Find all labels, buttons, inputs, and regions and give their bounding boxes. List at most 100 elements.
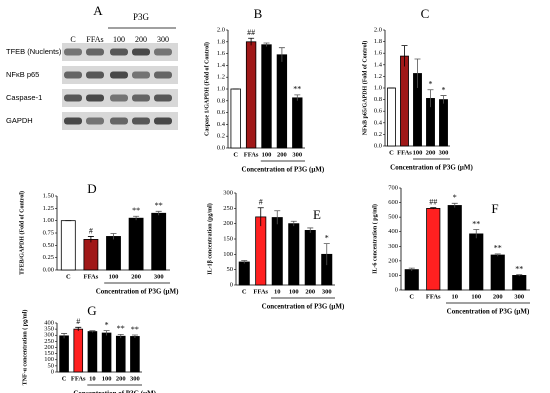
y-tick-label: 0.0 [217,144,225,151]
bar [276,54,288,149]
y-tick-label: 0 [230,281,233,288]
panel-letter: C [421,6,430,21]
x-tick-label: 100 [109,273,119,280]
error-bar [110,233,117,240]
y-tick-label: 1.6 [217,50,226,57]
panel-letter: E [313,207,321,222]
x-tick-label: 300 [130,375,140,382]
error-bar [61,333,68,339]
y-tick-label: 0.25 [43,254,54,261]
panel-letter: G [87,303,96,318]
row-label: TFEB (Nuclents) [6,47,62,56]
annotation: ## [247,28,255,37]
y-tick-label: 250 [223,205,233,212]
bar [387,87,396,147]
bar [426,207,441,291]
bar [130,336,140,373]
x-tick-label: 300 [439,149,449,156]
error-bar [155,210,162,216]
blot-band [154,117,172,125]
y-tick-label: 0.8 [217,97,225,104]
error-bar [103,330,110,336]
x-tick-label: C [242,288,247,295]
annotation: ** [132,206,140,215]
annotation: # [89,226,93,235]
x-tick-label: FFAs [253,288,268,295]
x-tick-label: 100 [471,293,481,300]
y-tick-label: 0.0 [374,142,382,149]
blot-band [132,71,150,79]
y-tick-label: 100 [44,356,54,363]
y-tick-label: 0.2 [374,131,382,138]
y-tick-label: 100 [388,272,398,279]
y-tick-label: 200 [223,220,233,227]
x-tick-label: 100 [262,151,272,158]
y-tick-label: 300 [223,189,233,196]
blot-band [64,71,82,79]
y-tick-label: 1.00 [43,217,54,224]
x-tick-label: C [233,151,238,158]
annotation: * [105,320,109,329]
y-tick-label: 0.6 [374,108,383,115]
x-axis-label: Concentration of P3G (μM) [96,288,179,296]
x-tick-label: C [409,293,414,300]
blot-band [132,48,150,56]
y-tick-label: 2.0 [217,26,225,33]
annotation: * [442,85,446,94]
bar [292,97,303,149]
annotation: ** [131,325,139,334]
y-tick-label: 600 [388,199,398,206]
bar [151,212,167,271]
error-bar [117,333,124,339]
bar [490,254,505,291]
x-tick-label: FFAs [84,273,99,280]
bar [115,335,126,373]
x-tick-label: 200 [277,151,287,158]
y-tick-label: 150 [44,350,54,357]
annotation: ** [155,201,163,210]
y-tick-label: 0.8 [374,96,382,103]
x-axis-label: Concentration of P3G (μM) [73,390,156,393]
blot-band [110,94,128,102]
y-axis-label: IL-1β concentration (pg/ml) [206,203,213,275]
x-tick-label: 100 [413,149,423,156]
blot-band [86,94,104,102]
y-tick-label: 0.50 [43,242,54,249]
y-tick-label: 150 [223,235,233,242]
bar [304,230,316,286]
y-tick-label: 300 [388,243,398,250]
annotation: ** [293,85,301,94]
y-tick-label: 1.4 [374,61,383,68]
y-tick-label: 1.2 [217,74,225,81]
bar [128,217,144,271]
x-tick-label: C [62,375,67,382]
y-tick-label: 350 [44,326,54,333]
bar [261,44,272,149]
x-tick-label: FFAs [71,375,86,382]
x-axis-label: Concentration of P3G (μM) [390,164,473,172]
y-tick-label: 0.4 [374,119,383,126]
error-bar [257,207,264,227]
y-tick-label: 50 [227,266,234,273]
error-bar [427,89,434,108]
error-bar [278,47,285,62]
bar [73,328,84,373]
y-tick-label: 400 [388,228,398,235]
lane-label: 100 [113,35,125,44]
bar [238,261,250,286]
y-tick-label: 0.6 [217,109,226,116]
y-tick-label: 1.2 [374,73,382,80]
error-bar [75,326,82,331]
y-axis-label: IL-6 concentration ( pg/ml) [371,204,378,274]
annotation: # [76,317,80,326]
x-tick-label: 200 [493,293,503,300]
y-tick-label: 300 [44,332,54,339]
row-label: NFκB p65 [6,70,39,79]
x-tick-label: 300 [322,288,332,295]
y-tick-label: 0.75 [43,229,54,236]
y-tick-label: 0.4 [217,121,226,128]
y-tick-label: 0.2 [217,133,225,140]
y-tick-label: 200 [44,344,54,351]
blot-band [64,48,82,56]
annotation: ** [117,324,125,333]
